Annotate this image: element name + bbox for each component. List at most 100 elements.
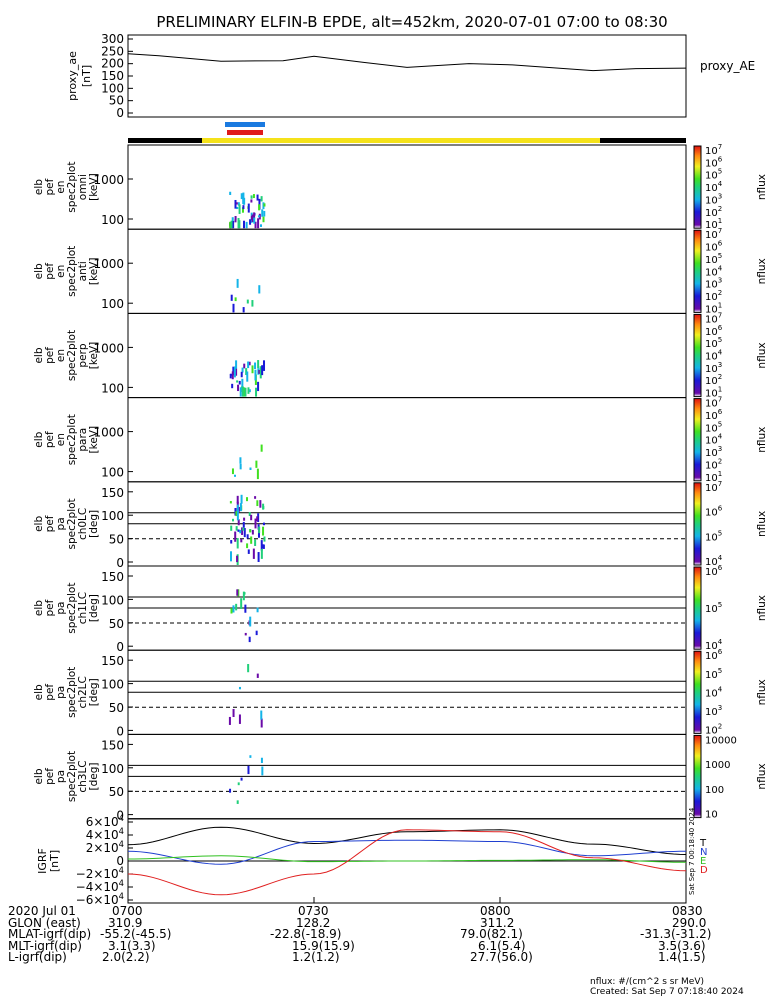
- spectrogram-cell: [248, 361, 251, 366]
- footer-label: L-igrf(dip): [8, 950, 67, 964]
- spectrogram-cell: [250, 514, 253, 521]
- proxy-tick-label: 150: [101, 69, 124, 83]
- colorbar-tick-label-exp: 5: [718, 252, 722, 260]
- spectrogram-cell: [231, 217, 234, 222]
- spectrogram-cell: [256, 468, 259, 480]
- spectrogram-cell: [263, 210, 266, 217]
- panel-ylabel: [keV]: [88, 258, 100, 286]
- colorbar-label: nflux: [756, 342, 768, 368]
- colorbar-label: nflux: [756, 763, 768, 789]
- igrf-legend-N: N: [700, 847, 707, 858]
- spectrogram-cell: [261, 365, 264, 376]
- spectrogram-cell: [255, 460, 258, 468]
- panel-ylabel: spec2plot: [66, 246, 78, 297]
- panel-ylabel: perp: [77, 343, 89, 367]
- spectrogram-cell: [254, 221, 257, 229]
- spectrogram-cell: [242, 205, 245, 210]
- panel-ylabel: ch0LC: [77, 508, 89, 540]
- panel-ylabel: [keV]: [88, 426, 100, 454]
- spectrogram-cell: [241, 527, 244, 535]
- spectrogram-cell: [236, 206, 239, 210]
- colorbar-tick-label-exp: 5: [718, 529, 722, 537]
- colorbar-tick-label-exp: 5: [718, 168, 722, 176]
- footer-val: 2.0(2.2): [102, 950, 150, 964]
- panel-tick-label: 100: [101, 381, 124, 395]
- spectrogram-cell: [262, 216, 265, 223]
- spectrogram-cell: [256, 673, 259, 678]
- footer-val: 3.1(3.3): [108, 938, 156, 953]
- spectrogram-cell: [229, 788, 232, 793]
- spectrogram-cell: [229, 191, 232, 195]
- panel-ylabel: para: [77, 428, 89, 452]
- spectrogram-cell: [242, 591, 245, 601]
- colorbar-tick-label-exp: 3: [718, 277, 722, 285]
- spectrogram-cell: [255, 387, 258, 397]
- spectrogram-cell: [240, 371, 243, 378]
- spectrogram-cell: [238, 714, 241, 724]
- spectrogram-cell: [239, 503, 242, 512]
- spectrogram-cell: [246, 543, 249, 549]
- spectrogram-cell: [235, 368, 238, 376]
- spectrogram-cell: [262, 526, 265, 536]
- panel-tick-label: 100: [101, 678, 124, 692]
- spectrogram-cell: [236, 538, 239, 549]
- panel-tick-label: 1000: [93, 341, 124, 355]
- footer-row-time: 2020 Jul 01 0700 0730 0800 0830: [8, 904, 708, 918]
- igrf-legend-T: T: [699, 838, 707, 849]
- colorbar-tick-label: 105: [705, 667, 722, 681]
- colorbar-tick-label: 106: [705, 648, 723, 662]
- panel-ylabel: pa: [55, 686, 67, 699]
- colorbar-tick-label-exp: 3: [718, 704, 722, 712]
- colorbar-label: nflux: [756, 679, 768, 705]
- spectrogram-cell: [231, 383, 234, 389]
- panel-ylabel: pef: [44, 599, 56, 616]
- spectrogram-cell: [249, 616, 252, 627]
- panel-ylabel: ch1LC: [77, 592, 89, 624]
- proxy-ylabel: proxy_ae: [66, 51, 79, 101]
- panel-ylabel: pa: [55, 517, 67, 530]
- colorbar-tick-label-exp: 4: [718, 349, 723, 357]
- footer-row-mlt: MLT-igrf(dip) 3.1(3.3) 15.9(15.9) 6.1(5.…: [8, 938, 708, 953]
- footer-val: 0800: [480, 904, 511, 918]
- spectrogram-cell: [260, 540, 263, 551]
- panel-ylabel: [keV]: [88, 173, 100, 201]
- panel-ylabel: ch3LC: [77, 760, 89, 792]
- spectrogram-cell: [243, 528, 246, 538]
- colorbar-tick-label-exp: 1: [718, 217, 722, 225]
- colorbar-tick-label-exp: 7: [718, 227, 722, 235]
- panel-tick-label: 1000: [93, 173, 124, 187]
- colorbar-tick-label-exp: 2: [718, 457, 722, 465]
- spectrogram-cell: [262, 503, 265, 510]
- colorbar-tick-label: 106: [705, 564, 723, 578]
- spectrogram-cell: [247, 361, 250, 369]
- spectrogram-cell: [251, 365, 254, 374]
- colorbar-tick-label-exp: 6: [718, 564, 723, 572]
- spectrogram-cell: [235, 526, 238, 531]
- panel-frame: [127, 228, 687, 314]
- spectrogram-cell: [261, 766, 264, 776]
- igrf-ylabel-unit: [nT]: [48, 850, 61, 872]
- panel-ylabel: [deg]: [88, 763, 100, 791]
- colorbar-tick-label: 100: [705, 785, 724, 796]
- igrf-tick-label: −4×104: [76, 878, 124, 894]
- panel-tick-label: 0: [116, 724, 124, 738]
- panel-ylabel: elb: [33, 768, 45, 784]
- spectrogram-cell: [237, 589, 240, 597]
- proxy-legend: proxy_AE: [700, 59, 755, 73]
- colorbar-tick-label-exp: 5: [718, 667, 722, 675]
- spectrogram-cell: [257, 552, 260, 562]
- colorbar: [693, 145, 702, 229]
- colorbar-tick-label-exp: 6: [718, 408, 723, 416]
- spectrogram-cell: [249, 529, 252, 533]
- panel-ylabel: omni: [77, 174, 89, 200]
- colorbar-tick-label-exp: 6: [718, 505, 723, 513]
- footer-val: 1.4(1.5): [658, 950, 706, 964]
- spectrogram-cell: [235, 202, 238, 205]
- spectrogram-cell: [230, 551, 233, 562]
- spectrogram-cell: [260, 710, 263, 720]
- spectrogram-cell: [238, 204, 241, 214]
- spectrogram-cell: [241, 386, 244, 397]
- spectrogram-cell: [239, 463, 242, 470]
- spectrogram-cell: [231, 468, 234, 475]
